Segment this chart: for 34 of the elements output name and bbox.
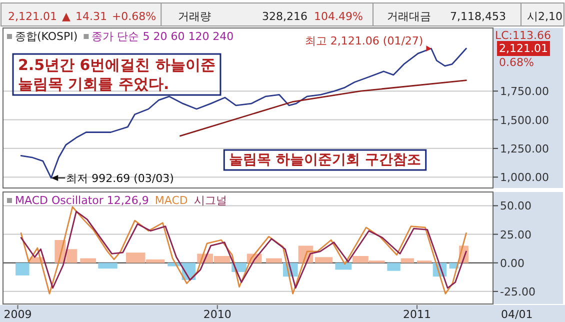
text: 104.49% [314,10,363,23]
y-tick-label: 1,500.00 [500,114,549,127]
text: 14.31 [75,10,107,23]
annotation: 눌림목 하늘이준기회 구간참조 [229,152,421,168]
y-tick-label: 50.00 [500,200,532,213]
chart-title: 종합(KOSPI) [15,30,78,43]
text: ▲ [62,10,71,23]
text: 시그널 [194,194,227,207]
text: 거래대금 [387,10,431,23]
x-tick-label: 2009 [4,308,32,321]
text: 시2,10 [527,10,562,23]
annotation: 최저 992.69 (03/03) [66,172,174,185]
text: 04/01 [501,308,533,321]
text: 328,216 [262,10,308,23]
text: +0.68% [112,10,156,23]
chart-subtitle: 종가 단순 5 20 60 120 240 [92,30,234,43]
text: LC:113.66 [495,29,552,42]
series-label: MACD [154,194,188,207]
annotation: 2.5년간 6번에걸친 하늘이준 눌림목 기회를 주었다. [18,56,216,93]
y-tick-label: 1,250.00 [500,142,549,156]
y-tick-label: -25.00 [500,285,536,298]
y-tick-label: 0.00 [500,256,524,270]
y-tick-label: 1,000.00 [500,171,549,184]
annotation: 최고 2,121.06 (01/27) [304,34,424,48]
chart-title: MACD Oscillator 12,26,9 [15,194,149,207]
y-tick-label: 1,750.00 [500,85,549,98]
text: 거래량 [178,10,211,23]
y-tick-label: 25.00 [500,228,532,242]
x-tick-label: 2011 [402,308,431,321]
text: 7,118,453 [450,10,506,23]
text: 2,121.01 [499,42,548,55]
x-tick-label: 2010 [203,308,232,321]
text: 2,121.01 [8,10,57,23]
text: 0.68% [499,56,534,69]
